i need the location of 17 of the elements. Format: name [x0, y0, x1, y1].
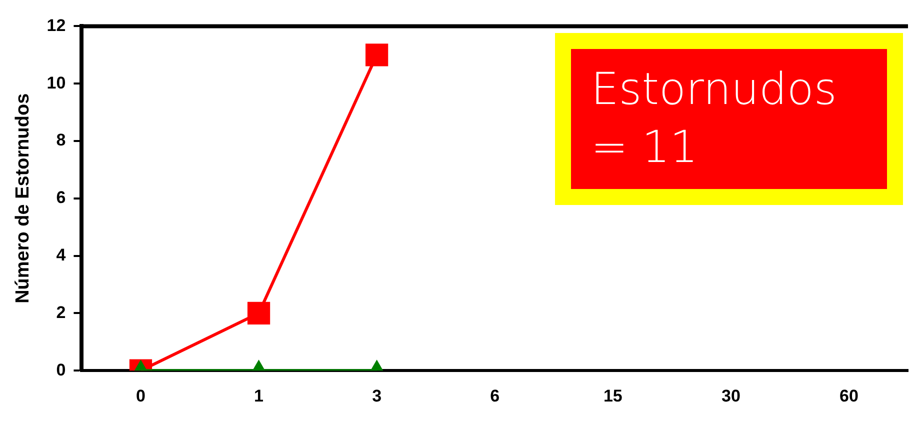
x-tick-label: 60: [840, 386, 858, 406]
x-tick-label: 6: [490, 386, 500, 406]
y-tick-label: 6: [56, 188, 66, 208]
x-tick-label: 15: [603, 386, 622, 406]
x-tick-label: 1: [254, 386, 264, 406]
x-tick-label: 30: [721, 386, 740, 406]
y-tick-label: 10: [46, 73, 66, 92]
y-axis-title: Número de Estornudos: [12, 93, 34, 304]
callout-box: Estornudos = 11: [555, 33, 903, 205]
y-tick-label: 8: [56, 130, 66, 150]
y-tick-label: 12: [46, 16, 66, 35]
y-tick-label: 4: [56, 245, 66, 264]
x-tick-label: 0: [136, 386, 146, 406]
x-tick-label: 3: [372, 386, 382, 406]
annotation: Estornudos = 11: [571, 49, 887, 189]
y-tick-label: 2: [56, 302, 66, 322]
y-tick-label: 0: [56, 360, 66, 380]
